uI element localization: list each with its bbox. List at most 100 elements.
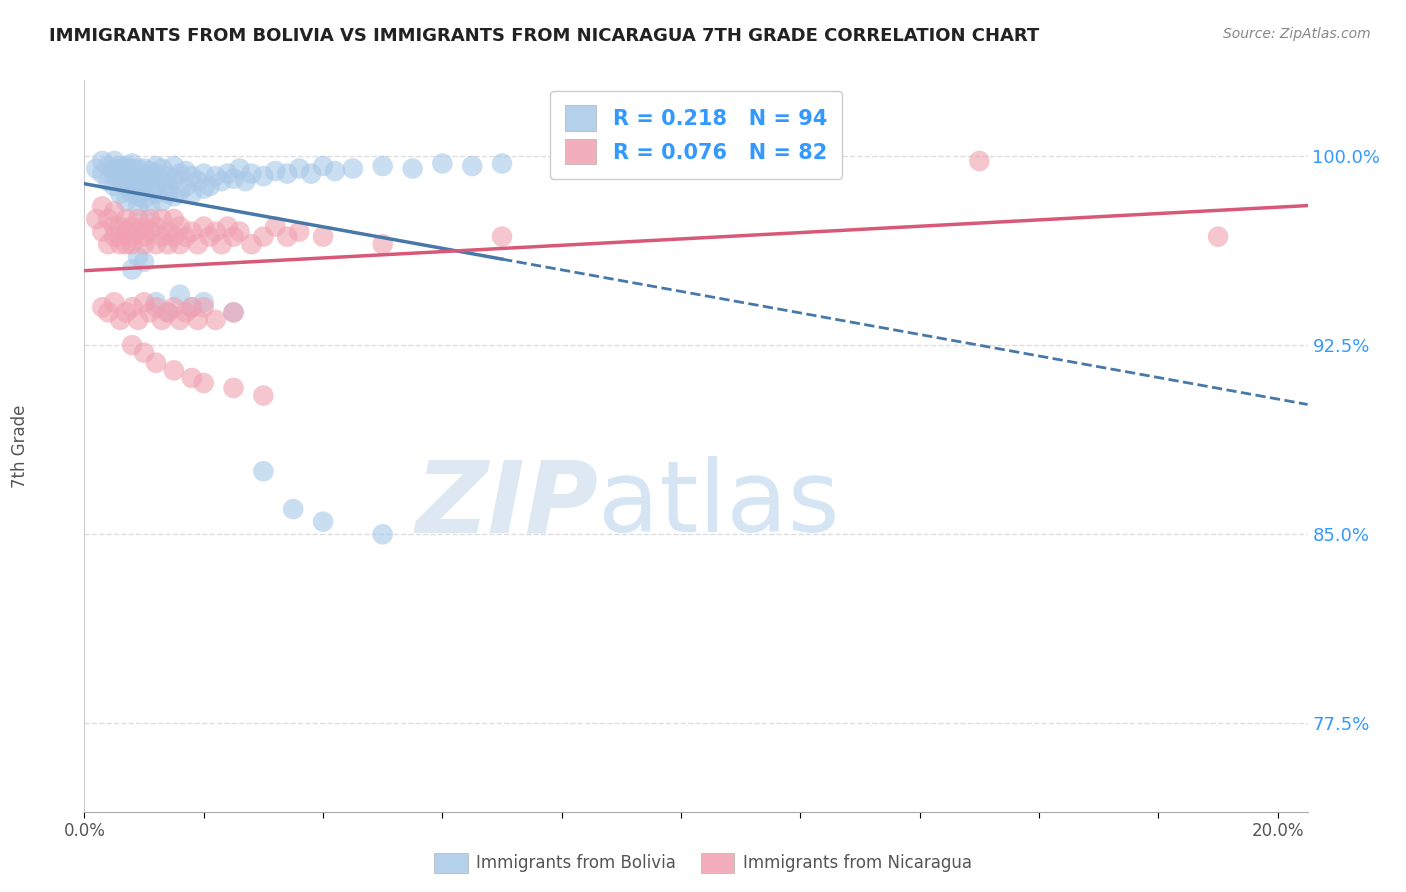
Point bbox=[145, 356, 167, 370]
Point bbox=[169, 219, 191, 234]
Point bbox=[228, 225, 250, 239]
Point bbox=[103, 229, 125, 244]
Point bbox=[121, 219, 143, 234]
Point bbox=[169, 287, 191, 301]
Point bbox=[222, 381, 245, 395]
Point bbox=[371, 237, 394, 252]
Point bbox=[121, 229, 143, 244]
Point bbox=[108, 186, 131, 201]
Text: ZIP: ZIP bbox=[415, 456, 598, 553]
Point bbox=[139, 199, 162, 213]
Text: IMMIGRANTS FROM BOLIVIA VS IMMIGRANTS FROM NICARAGUA 7TH GRADE CORRELATION CHART: IMMIGRANTS FROM BOLIVIA VS IMMIGRANTS FR… bbox=[49, 27, 1039, 45]
Point bbox=[150, 313, 173, 327]
Point bbox=[163, 159, 186, 173]
Point bbox=[121, 237, 143, 252]
Y-axis label: 7th Grade: 7th Grade bbox=[11, 404, 28, 488]
Point bbox=[91, 225, 114, 239]
Point bbox=[132, 161, 155, 176]
Point bbox=[252, 229, 274, 244]
Point bbox=[299, 167, 322, 181]
Point bbox=[204, 225, 226, 239]
Point bbox=[240, 167, 263, 181]
Point bbox=[103, 153, 125, 168]
Point bbox=[169, 184, 191, 198]
Point bbox=[969, 153, 991, 168]
Point bbox=[156, 237, 179, 252]
Point bbox=[252, 169, 274, 183]
Point bbox=[127, 199, 149, 213]
Point bbox=[127, 225, 149, 239]
Point bbox=[187, 174, 209, 188]
Point bbox=[264, 219, 287, 234]
Point bbox=[97, 305, 120, 319]
Point bbox=[103, 295, 125, 310]
Point bbox=[283, 502, 305, 516]
Point bbox=[312, 159, 335, 173]
Point bbox=[139, 164, 162, 178]
Point bbox=[121, 300, 143, 314]
Point bbox=[193, 295, 215, 310]
Text: atlas: atlas bbox=[598, 456, 839, 553]
Point bbox=[156, 186, 179, 201]
Point bbox=[276, 229, 298, 244]
Point bbox=[127, 313, 149, 327]
Point bbox=[252, 464, 274, 478]
Point bbox=[121, 179, 143, 194]
Point bbox=[288, 161, 311, 176]
Point bbox=[108, 159, 131, 173]
Point bbox=[312, 229, 335, 244]
Point bbox=[121, 169, 143, 183]
Point bbox=[211, 237, 233, 252]
Point bbox=[139, 225, 162, 239]
Point bbox=[323, 164, 346, 178]
Point bbox=[145, 300, 167, 314]
Point bbox=[252, 388, 274, 402]
Point bbox=[145, 159, 167, 173]
Point bbox=[198, 179, 221, 194]
Point bbox=[132, 192, 155, 206]
Point bbox=[150, 229, 173, 244]
Point bbox=[127, 161, 149, 176]
Point bbox=[211, 174, 233, 188]
Point bbox=[121, 156, 143, 170]
Point bbox=[222, 171, 245, 186]
Point bbox=[145, 182, 167, 196]
Point bbox=[145, 237, 167, 252]
Point bbox=[217, 219, 239, 234]
Point bbox=[103, 169, 125, 183]
Point bbox=[115, 167, 138, 181]
Point bbox=[1206, 229, 1229, 244]
Point bbox=[84, 161, 107, 176]
Point bbox=[163, 212, 186, 227]
Point bbox=[127, 212, 149, 227]
Point bbox=[180, 169, 202, 183]
Point bbox=[235, 174, 257, 188]
Point bbox=[204, 169, 226, 183]
Point bbox=[115, 179, 138, 194]
Point bbox=[312, 515, 335, 529]
Point bbox=[121, 161, 143, 176]
Point bbox=[108, 219, 131, 234]
Point bbox=[163, 171, 186, 186]
Point bbox=[163, 363, 186, 377]
Point bbox=[132, 174, 155, 188]
Point bbox=[127, 174, 149, 188]
Point bbox=[132, 229, 155, 244]
Point bbox=[108, 313, 131, 327]
Point bbox=[132, 169, 155, 183]
Point bbox=[432, 156, 454, 170]
Point bbox=[91, 167, 114, 181]
Point bbox=[132, 237, 155, 252]
Point bbox=[169, 313, 191, 327]
Point bbox=[150, 174, 173, 188]
Point bbox=[115, 194, 138, 209]
Point bbox=[163, 229, 186, 244]
Point bbox=[222, 229, 245, 244]
Point bbox=[264, 164, 287, 178]
Point bbox=[491, 156, 513, 170]
Point bbox=[115, 237, 138, 252]
Point bbox=[97, 237, 120, 252]
Point bbox=[150, 212, 173, 227]
Point bbox=[156, 169, 179, 183]
Point bbox=[204, 313, 226, 327]
